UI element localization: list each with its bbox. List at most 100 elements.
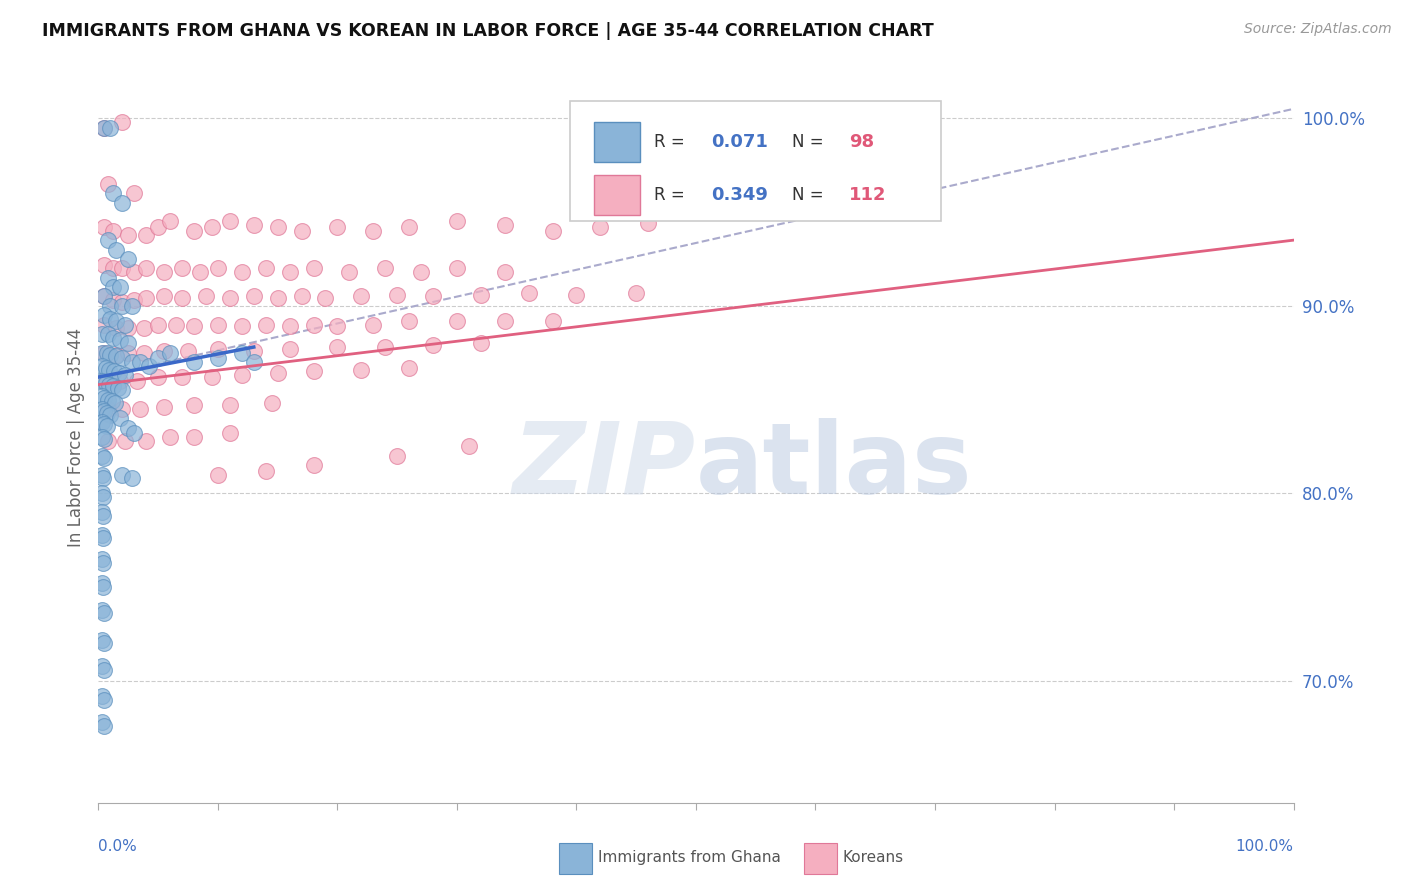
Point — [93, 663, 115, 677]
Point — [411, 265, 433, 279]
Point — [91, 430, 114, 444]
Point — [339, 265, 361, 279]
Point — [517, 285, 540, 300]
Text: atlas: atlas — [696, 417, 973, 515]
Point — [107, 367, 129, 381]
Point — [93, 374, 115, 388]
Point — [446, 214, 468, 228]
Point — [398, 220, 420, 235]
Point — [98, 362, 121, 376]
Point — [626, 285, 648, 300]
Point — [385, 449, 409, 463]
Point — [117, 321, 139, 335]
Point — [326, 319, 349, 334]
Point — [91, 689, 114, 703]
Point — [132, 345, 155, 359]
Point — [101, 224, 124, 238]
Point — [96, 418, 118, 433]
Point — [494, 218, 516, 232]
Point — [105, 243, 128, 257]
Point — [124, 186, 146, 201]
Point — [93, 120, 115, 135]
Point — [422, 289, 444, 303]
Point — [121, 299, 143, 313]
Point — [98, 312, 122, 326]
Point — [541, 224, 564, 238]
Point — [183, 430, 205, 444]
Point — [105, 350, 128, 364]
Point — [111, 383, 134, 397]
Point — [207, 318, 229, 332]
Point — [98, 408, 122, 422]
Point — [117, 420, 139, 434]
Point — [129, 355, 152, 369]
Point — [172, 370, 194, 384]
Point — [398, 360, 420, 375]
Point — [446, 314, 468, 328]
Point — [219, 398, 242, 412]
Point — [94, 360, 117, 375]
Point — [91, 401, 114, 416]
Point — [153, 289, 176, 303]
Point — [188, 265, 211, 279]
Point — [93, 120, 115, 135]
Point — [207, 467, 229, 482]
Point — [98, 120, 122, 135]
Point — [91, 715, 114, 730]
Point — [159, 430, 181, 444]
Point — [111, 299, 134, 313]
Point — [470, 336, 492, 351]
Point — [91, 345, 114, 359]
Point — [153, 400, 176, 414]
Point — [91, 556, 114, 570]
Point — [183, 355, 205, 369]
Point — [91, 602, 114, 616]
Point — [159, 345, 181, 359]
Point — [207, 351, 229, 366]
Point — [101, 331, 124, 345]
Point — [121, 355, 143, 369]
Point — [458, 440, 481, 454]
Point — [91, 552, 114, 566]
Point — [326, 220, 349, 235]
Point — [91, 471, 114, 485]
Point — [91, 659, 114, 673]
Point — [326, 340, 349, 354]
Point — [101, 261, 124, 276]
Point — [91, 449, 114, 463]
Point — [219, 426, 242, 441]
Text: Koreans: Koreans — [844, 850, 904, 865]
Point — [363, 224, 385, 238]
Point — [97, 401, 120, 416]
Point — [148, 220, 170, 235]
Point — [93, 607, 115, 621]
Point — [91, 359, 114, 373]
Point — [104, 396, 127, 410]
Point — [117, 345, 139, 359]
Point — [93, 432, 115, 446]
Point — [219, 214, 242, 228]
Point — [111, 261, 134, 276]
Point — [101, 293, 124, 308]
Point — [637, 216, 659, 230]
Point — [385, 287, 409, 301]
Point — [114, 368, 136, 383]
Point — [98, 377, 121, 392]
Point — [148, 370, 170, 384]
Point — [267, 291, 290, 305]
Text: 98: 98 — [849, 133, 875, 151]
Point — [117, 252, 139, 266]
Point — [589, 220, 612, 235]
Point — [254, 261, 277, 276]
Bar — [595, 121, 640, 161]
Point — [195, 289, 218, 303]
Text: IMMIGRANTS FROM GHANA VS KOREAN IN LABOR FORCE | AGE 35-44 CORRELATION CHART: IMMIGRANTS FROM GHANA VS KOREAN IN LABOR… — [42, 22, 934, 40]
Point — [363, 318, 385, 332]
Point — [278, 342, 301, 356]
Text: Source: ZipAtlas.com: Source: ZipAtlas.com — [1244, 22, 1392, 37]
Point — [97, 270, 120, 285]
Point — [97, 392, 120, 407]
Point — [93, 258, 115, 272]
Point — [121, 471, 143, 485]
Point — [117, 227, 139, 242]
